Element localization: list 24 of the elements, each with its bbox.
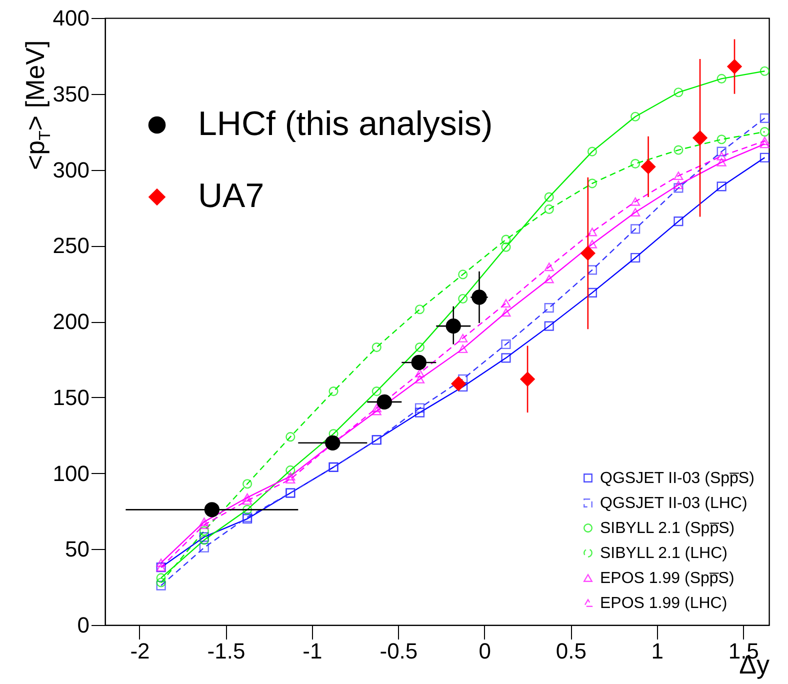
legend-label: EPOS 1.99 (LHC) xyxy=(600,595,728,612)
y-tick-label: 0 xyxy=(77,612,90,638)
y-tick-label: 400 xyxy=(52,6,90,30)
y-tick-label: 150 xyxy=(52,384,90,410)
x-tick-label: -0.5 xyxy=(380,638,418,664)
y-tick-label: 200 xyxy=(52,309,90,334)
y-tick-label: 250 xyxy=(52,233,90,258)
y-tick-label: 300 xyxy=(52,157,90,182)
y-tick-label: 350 xyxy=(52,81,90,106)
x-tick-label: 0.5 xyxy=(556,638,586,664)
legend-label: QGSJET II-03 (LHC) xyxy=(600,495,748,512)
y-tick-label: 50 xyxy=(65,536,90,562)
legend-label: EPOS 1.99 (Spp̅S) xyxy=(600,570,734,587)
x-tick-label: -1.5 xyxy=(207,638,246,664)
x-tick-label: -1 xyxy=(302,638,322,664)
legend-label: UA7 xyxy=(198,177,264,215)
y-tick-label: 100 xyxy=(52,460,90,486)
x-tick-label: -2 xyxy=(130,638,150,664)
legend-label: SIBYLL 2.1 (Spp̅S) xyxy=(600,520,735,537)
legend-label: QGSJET II-03 (Spp̅S) xyxy=(600,470,754,487)
legend-label: LHCf (this analysis) xyxy=(198,105,493,143)
x-tick-label: 1 xyxy=(651,638,664,664)
legend-label: SIBYLL 2.1 (LHC) xyxy=(600,545,728,562)
x-tick-label: 0 xyxy=(478,638,492,664)
